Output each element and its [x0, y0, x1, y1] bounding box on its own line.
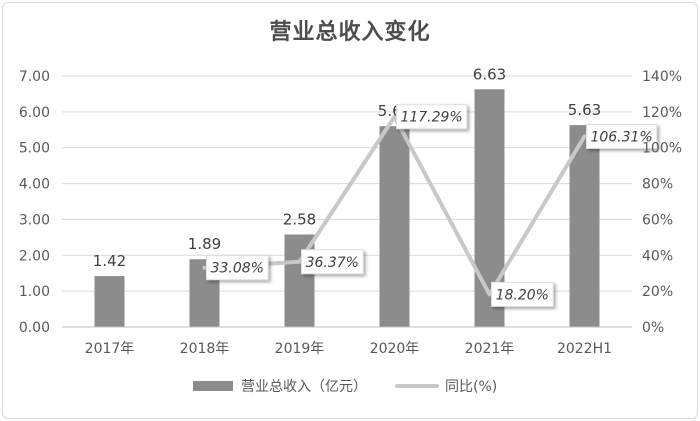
legend-item-revenue: 营业总收入（亿元） — [193, 379, 367, 395]
yoy-label-text: 36.37% — [306, 255, 359, 271]
x-tick-label: 2022H1 — [557, 341, 612, 357]
yoy-label-text: 117.29% — [400, 110, 462, 126]
yoy-label-box — [301, 249, 364, 275]
y-left-tick-label: 4.00 — [19, 177, 50, 193]
y-right-tick-label: 0% — [642, 320, 664, 336]
yoy-label-box — [396, 104, 468, 130]
x-tick-label: 2018年 — [180, 341, 230, 357]
y-left-tick-label: 2.00 — [19, 248, 50, 264]
yoy-label-text: 33.08% — [211, 261, 264, 277]
yoy-label-text: 18.20% — [496, 287, 549, 303]
y-left-tick-label: 6.00 — [19, 105, 50, 121]
revenue-bar — [94, 276, 125, 327]
yoy-label: 117.29% — [396, 104, 468, 130]
y-left-tick-label: 3.00 — [19, 212, 50, 228]
y-right-tick-label: 80% — [642, 177, 673, 193]
yoy-label: 18.20% — [491, 281, 554, 307]
legend-label: 营业总收入（亿元） — [241, 379, 367, 395]
y-right-tick-label: 20% — [642, 284, 673, 300]
y-right-tick-label: 40% — [642, 248, 673, 264]
yoy-label-box — [586, 123, 658, 149]
y-right-tick-label: 60% — [642, 212, 673, 228]
y-right-tick-label: 140% — [642, 69, 682, 85]
x-tick-label: 2020年 — [370, 341, 420, 357]
x-tick-label: 2017年 — [85, 341, 135, 357]
revenue-bar-label: 2.58 — [283, 210, 316, 228]
x-tick-label: 2019年 — [275, 341, 325, 357]
yoy-label-box — [491, 281, 554, 307]
y-right-tick-label: 120% — [642, 105, 682, 121]
revenue-bar — [569, 125, 600, 327]
legend-item-yoy: 同比(%) — [395, 379, 497, 395]
y-left-tick-label: 5.00 — [19, 141, 50, 157]
revenue-bar-label: 6.63 — [473, 65, 506, 83]
y-right-tick-label: 100% — [642, 141, 682, 157]
yoy-label-text: 106.31% — [590, 129, 652, 145]
revenue-bar-label: 1.89 — [188, 235, 221, 253]
chart-title: 营业总收入变化 — [269, 20, 431, 45]
y-left-tick-label: 0.00 — [19, 320, 50, 336]
legend-label: 同比(%) — [445, 379, 497, 395]
y-left-tick-label: 7.00 — [19, 69, 50, 85]
yoy-label: 106.31% — [586, 123, 658, 149]
yoy-label: 33.08% — [206, 255, 269, 281]
legend-swatch-bar — [193, 381, 233, 391]
y-left-tick-label: 1.00 — [19, 284, 50, 300]
revenue-bar — [379, 126, 410, 327]
revenue-bar-label: 1.42 — [93, 252, 126, 270]
x-tick-label: 2021年 — [465, 341, 515, 357]
yoy-label: 36.37% — [301, 249, 364, 275]
revenue-bar-label: 5.63 — [568, 101, 601, 119]
yoy-label-box — [206, 255, 269, 281]
